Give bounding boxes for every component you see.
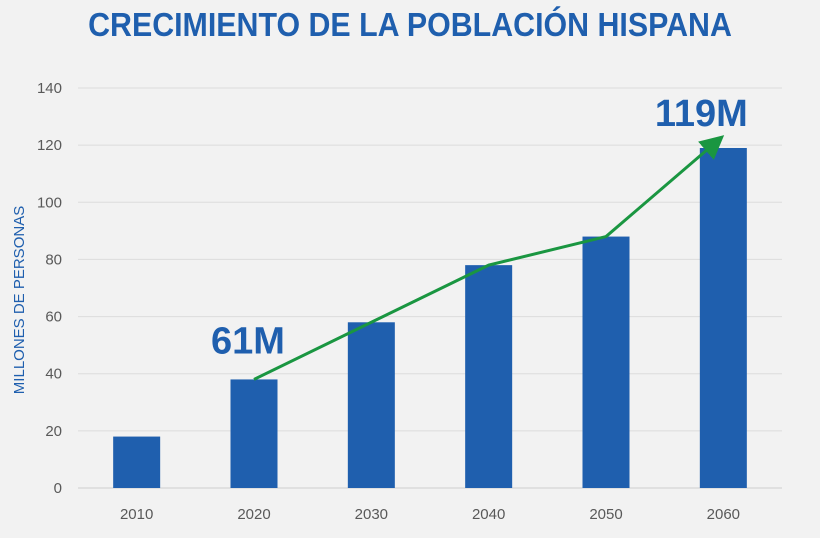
x-tick-label: 2010 <box>120 506 153 523</box>
y-tick-label: 60 <box>45 309 62 326</box>
y-axis-label: MILLONES DE PERSONAS <box>11 206 28 394</box>
trend-arrow-line <box>253 135 725 381</box>
x-tick-label: 2060 <box>707 506 740 523</box>
bar-2010 <box>113 436 161 488</box>
y-tick-label: 0 <box>54 480 62 497</box>
callout-2020: 61M <box>211 320 285 362</box>
callout-2060: 119M <box>655 93 748 135</box>
bars <box>113 148 747 488</box>
y-tick-label: 40 <box>45 366 62 383</box>
bar-2030 <box>347 322 395 488</box>
x-tick-label: 2020 <box>237 506 270 523</box>
gridlines <box>78 87 782 489</box>
y-tick-label: 120 <box>37 137 62 154</box>
x-tick-label: 2030 <box>355 506 388 523</box>
y-tick-label: 20 <box>45 423 62 440</box>
bar-2040 <box>465 265 513 488</box>
x-tick-label: 2040 <box>472 506 505 523</box>
bar-2050 <box>582 236 630 488</box>
bar-2020 <box>230 379 278 488</box>
y-tick-label: 80 <box>45 251 62 268</box>
bar-2060 <box>699 148 747 488</box>
trend-line-group <box>253 135 725 381</box>
x-tick-label: 2050 <box>589 506 622 523</box>
annotations: 61M 119M <box>211 93 748 362</box>
chart-title: CRECIMIENTO DE LA POBLACIÓN HISPANA <box>88 6 732 43</box>
y-tick-label: 100 <box>37 194 62 211</box>
y-tick-label: 140 <box>37 80 62 97</box>
